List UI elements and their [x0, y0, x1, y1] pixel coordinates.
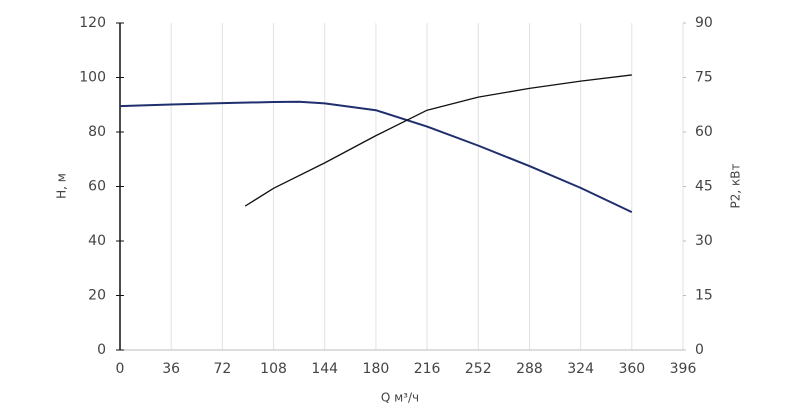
x-tick-label: 36: [162, 361, 180, 377]
x-tick-label: 324: [567, 361, 594, 377]
y2-tick-label: 60: [695, 124, 713, 140]
y-tick-label: 20: [88, 288, 106, 304]
y2-tick-label: 45: [695, 179, 713, 195]
y-tick-label: 80: [88, 124, 106, 140]
x-tick-label: 360: [618, 361, 645, 377]
x-tick-label: 108: [260, 361, 287, 377]
x-tick-label: 0: [116, 361, 125, 377]
x-tick-label: 180: [363, 361, 390, 377]
y2-axis-label: P2, кВт: [729, 164, 743, 209]
y2-tick-label: 0: [695, 342, 704, 358]
y-tick-label: 60: [88, 179, 106, 195]
x-axis-label: Q м³/ч: [381, 391, 419, 405]
series-line: [119, 100, 633, 214]
y2-tick-label: 90: [695, 15, 713, 31]
y-tick-label: 0: [97, 342, 106, 358]
series-line: [244, 74, 632, 207]
x-tick-label: 144: [311, 361, 338, 377]
x-tick-label: 396: [670, 361, 697, 377]
y2-tick-label: 30: [695, 233, 713, 249]
x-tick-label: 72: [213, 361, 231, 377]
x-tick-label: 288: [516, 361, 543, 377]
y2-tick-label: 75: [695, 70, 713, 86]
y-tick-label: 120: [79, 15, 106, 31]
x-tick-label: 216: [414, 361, 441, 377]
x-tick-label: 252: [465, 361, 492, 377]
y-tick-label: 100: [79, 70, 106, 86]
y-axis-label: H, м: [55, 173, 69, 199]
y-tick-label: 40: [88, 233, 106, 249]
y2-tick-label: 15: [695, 288, 713, 304]
